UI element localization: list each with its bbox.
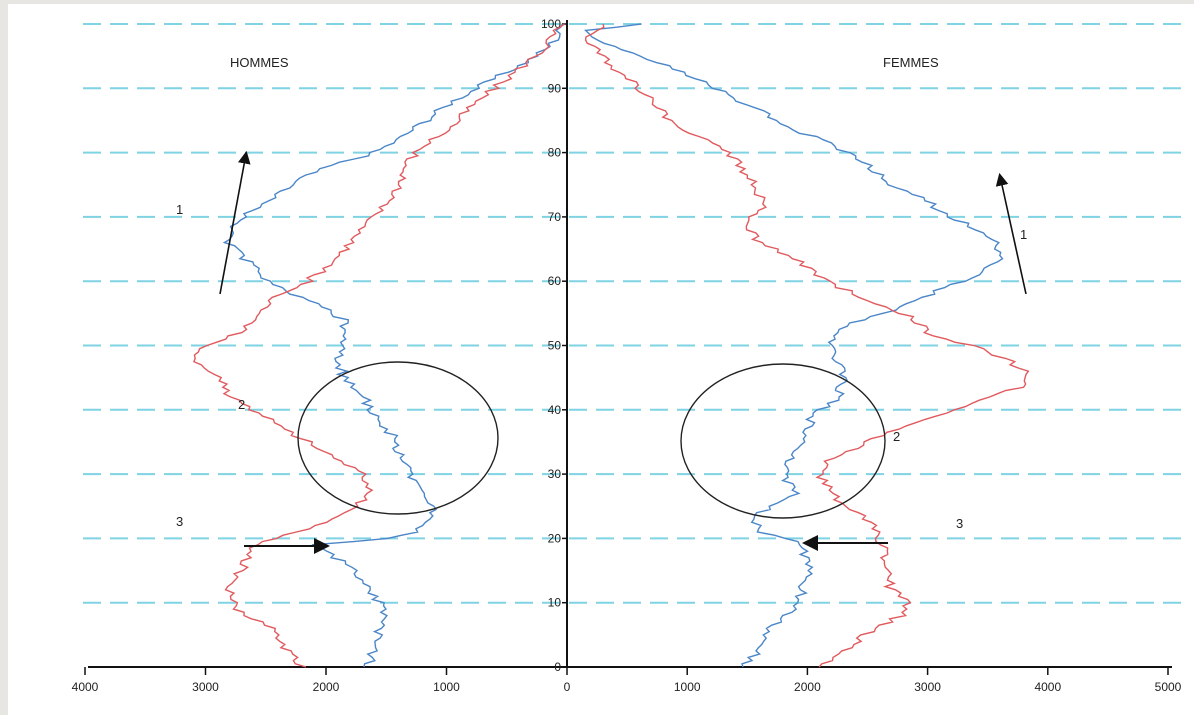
panel-title-femmes: FEMMES (883, 55, 939, 70)
x-tick-label-right-3000: 3000 (914, 680, 941, 694)
y-tick-label-30: 30 (548, 467, 562, 481)
y-tick-label-70: 70 (548, 210, 562, 224)
y-tick-label-80: 80 (548, 146, 562, 160)
axes (84, 20, 1172, 675)
chart-frame: 0 10 20 30 40 50 60 70 80 90 100 4000 3000 2000 1000 0 1… (8, 4, 1194, 715)
annotation-label-3-right: 3 (956, 516, 963, 531)
annotation-label-2-left: 2 (238, 397, 245, 412)
x-tick-label-right-0: 0 (564, 680, 571, 694)
annotation-label-1-right: 1 (1020, 227, 1027, 242)
tick-labels: 0 10 20 30 40 50 60 70 80 90 100 4000 3000 2000 1000 0 1… (72, 17, 1182, 694)
x-tick-label-left-1000: 1000 (433, 680, 460, 694)
annotation-ellipse-2-right (680, 363, 886, 519)
series-line-femmes-1 (584, 23, 1004, 668)
series-line-hommes-2 (192, 23, 565, 668)
y-tick-label-90: 90 (548, 81, 562, 95)
x-tick-label-right-2000: 2000 (794, 680, 821, 694)
panel-title-hommes: HOMMES (230, 55, 289, 70)
y-tick-label-60: 60 (548, 274, 562, 288)
annotation-label-2-right: 2 (893, 429, 900, 444)
annotation-arrow-1-right (995, 172, 1027, 295)
series-lines (192, 23, 1030, 668)
y-tick-label-50: 50 (548, 339, 562, 353)
y-tick-label-100: 100 (541, 17, 561, 31)
series-line-hommes-1 (222, 23, 563, 668)
x-tick-label-right-4000: 4000 (1034, 680, 1061, 694)
x-tick-label-left-3000: 3000 (192, 680, 219, 694)
annotation-ellipse-2-left (297, 361, 499, 515)
annotation-label-3-left: 3 (176, 514, 183, 529)
annotation-label-1-left: 1 (176, 202, 183, 217)
population-pyramid-chart: 0 10 20 30 40 50 60 70 80 90 100 4000 3000 2000 1000 0 1… (72, 17, 1186, 694)
annotation-arrow-1-left (219, 150, 251, 295)
y-tick-label-40: 40 (548, 403, 562, 417)
y-tick-label-20: 20 (548, 531, 562, 545)
x-tick-label-right-5000: 5000 (1155, 680, 1182, 694)
annotations: HOMMES FEMMES 1 1 2 2 3 3 (176, 55, 1027, 554)
x-tick-label-left-2000: 2000 (313, 680, 340, 694)
x-tick-label-right-1000: 1000 (674, 680, 701, 694)
series-line-femmes-2 (584, 23, 1030, 668)
x-tick-label-left-4000: 4000 (72, 680, 99, 694)
gridlines (83, 23, 1186, 604)
y-tick-label-0: 0 (554, 660, 561, 674)
y-tick-label-10: 10 (548, 596, 562, 610)
